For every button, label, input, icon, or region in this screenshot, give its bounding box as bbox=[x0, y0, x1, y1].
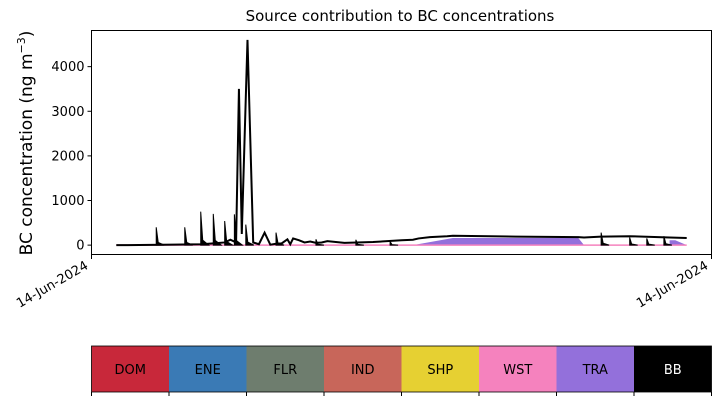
y-tick-label: 4000 bbox=[51, 60, 84, 75]
legend-swatch-shp bbox=[401, 346, 479, 392]
axes-frame bbox=[91, 30, 712, 255]
y-tick-label: 2000 bbox=[51, 149, 84, 164]
y-axis-label-sup: −3 bbox=[15, 37, 28, 53]
y-tick-label: 3000 bbox=[51, 105, 84, 120]
spike-mark bbox=[155, 227, 165, 246]
x-ticks: 14-Jun-2024 14-Jun-2024 bbox=[14, 254, 712, 311]
legend-swatch-tra bbox=[556, 346, 634, 392]
legend-swatch-dom bbox=[91, 346, 169, 392]
y-axis-label-suffix: ) bbox=[17, 31, 37, 38]
spike-mark bbox=[663, 236, 672, 246]
x-tick-label-start: 14-Jun-2024 bbox=[14, 258, 91, 311]
legend-label-ind: IND bbox=[351, 363, 375, 378]
spike-mark bbox=[200, 211, 211, 246]
spike-mark bbox=[389, 239, 399, 246]
spike-mark bbox=[245, 224, 255, 246]
legend-label-flr: FLR bbox=[273, 363, 297, 378]
y-axis-label: BC concentration (ng m−3) bbox=[15, 31, 37, 256]
y-tick-label: 1000 bbox=[51, 194, 84, 209]
spike-mark bbox=[646, 238, 655, 246]
legend-label-tra: TRA bbox=[582, 363, 608, 378]
y-ticks: 0 1000 2000 3000 4000 bbox=[51, 60, 92, 254]
total-line bbox=[116, 39, 687, 247]
legend-label-dom: DOM bbox=[115, 363, 146, 378]
legend-swatch-bb bbox=[634, 346, 712, 392]
legend-swatch-wst bbox=[479, 346, 557, 392]
spike-mark bbox=[629, 237, 638, 246]
legend-swatch-flr bbox=[246, 346, 324, 392]
spike-mark bbox=[212, 213, 223, 246]
plot-area bbox=[116, 39, 687, 247]
chart-title: Source contribution to BC concentrations bbox=[246, 7, 555, 25]
legend-label-ene: ENE bbox=[195, 363, 221, 378]
x-tick-label-end: 14-Jun-2024 bbox=[634, 258, 711, 311]
spike-mark bbox=[184, 227, 193, 246]
y-axis-label-prefix: BC concentration (ng m bbox=[17, 53, 37, 255]
legend-swatch-ene bbox=[169, 346, 247, 392]
legend-colorbar: DOM ENE FLR IND SHP WST TRA BB bbox=[91, 345, 712, 396]
spike-mark bbox=[600, 232, 610, 246]
legend-label-wst: WST bbox=[503, 363, 532, 378]
y-tick-label: 0 bbox=[76, 239, 84, 254]
legend-swatch-ind bbox=[324, 346, 402, 392]
legend-label-shp: SHP bbox=[427, 363, 453, 378]
legend-label-bb: BB bbox=[664, 363, 682, 378]
series-area-tra bbox=[116, 237, 687, 246]
spike-mark bbox=[315, 239, 325, 246]
legend-frame bbox=[91, 345, 712, 393]
